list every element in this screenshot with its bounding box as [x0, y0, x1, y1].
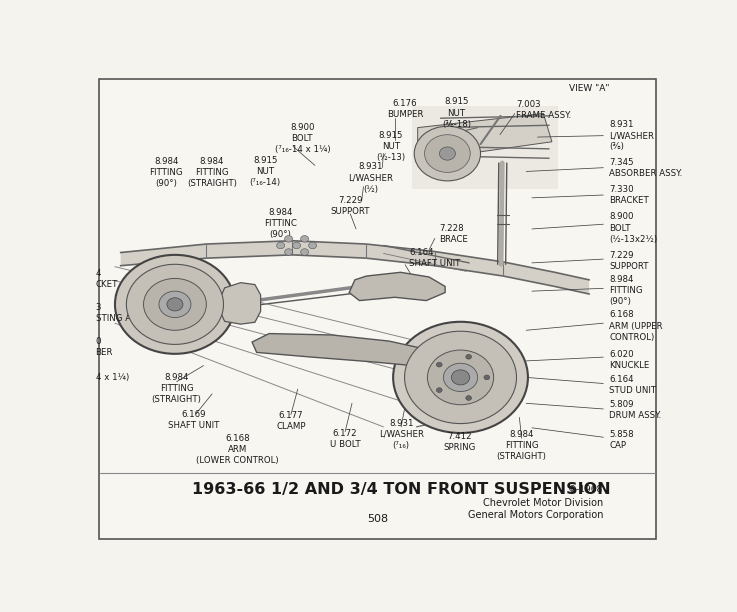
Text: 8.984
FITTINC
(90°): 8.984 FITTINC (90°) [264, 207, 297, 239]
Polygon shape [252, 334, 435, 367]
Circle shape [284, 236, 293, 242]
Text: 7.229
SUPPORT: 7.229 SUPPORT [609, 251, 649, 271]
Text: 7.228
BRACE: 7.228 BRACE [439, 223, 468, 244]
Circle shape [466, 354, 472, 359]
Text: 8.931
L/WASHER
(⁷₁₆): 8.931 L/WASHER (⁷₁₆) [379, 419, 424, 450]
Circle shape [436, 362, 442, 367]
Circle shape [414, 126, 481, 181]
Circle shape [451, 370, 469, 385]
Circle shape [167, 298, 183, 311]
Text: 0
BER: 0 BER [96, 337, 113, 357]
Circle shape [484, 375, 489, 379]
Polygon shape [121, 241, 589, 294]
Text: 8.915
NUT
(½-13): 8.915 NUT (½-13) [377, 131, 405, 162]
Circle shape [284, 248, 293, 255]
Circle shape [301, 248, 309, 255]
Circle shape [393, 322, 528, 433]
Text: 6.177
CLAMP: 6.177 CLAMP [276, 411, 306, 431]
Circle shape [427, 350, 494, 405]
Text: General Motors Corporation: General Motors Corporation [468, 510, 604, 520]
Text: 8.900
BOLT
(⁷₁₆-14 x 1¼): 8.900 BOLT (⁷₁₆-14 x 1¼) [274, 123, 330, 154]
Polygon shape [418, 113, 552, 160]
Text: 6.169
SHAFT UNIT: 6.169 SHAFT UNIT [168, 410, 220, 430]
Text: 7.229
SUPPORT: 7.229 SUPPORT [331, 196, 370, 217]
Text: 5.809
DRUM ASSY.: 5.809 DRUM ASSY. [609, 400, 661, 420]
Text: 6.176
BUMPER: 6.176 BUMPER [387, 99, 423, 119]
Circle shape [436, 388, 442, 392]
Text: 4
CKET: 4 CKET [96, 269, 118, 289]
Circle shape [309, 242, 317, 248]
Text: 7.003
FRAME ASSY.: 7.003 FRAME ASSY. [516, 100, 571, 120]
Text: 4 x 1¼): 4 x 1¼) [96, 373, 129, 382]
Circle shape [144, 278, 206, 330]
Circle shape [425, 135, 470, 173]
Text: 6.168
ARM
(LOWER CONTROL): 6.168 ARM (LOWER CONTROL) [197, 434, 279, 465]
Circle shape [115, 255, 235, 354]
Polygon shape [430, 342, 467, 412]
Text: Chevrolet Motor Division: Chevrolet Motor Division [483, 498, 604, 508]
Text: 8.915
NUT
(⅜-18): 8.915 NUT (⅜-18) [442, 97, 471, 129]
Text: 8.900
BOLT
(½-13x2½): 8.900 BOLT (½-13x2½) [609, 212, 657, 244]
Text: 6.164
STUD UNIT: 6.164 STUD UNIT [609, 375, 656, 395]
Text: 8.984
FITTING
(STRAIGHT): 8.984 FITTING (STRAIGHT) [152, 373, 202, 404]
Polygon shape [349, 272, 445, 300]
Circle shape [301, 236, 309, 242]
Text: 8.931
L/WASHER
(⅜): 8.931 L/WASHER (⅜) [609, 120, 654, 151]
Text: 5.858
CAP: 5.858 CAP [609, 430, 634, 450]
Circle shape [127, 264, 223, 345]
Text: 6.164
SHAFT UNIT: 6.164 SHAFT UNIT [409, 248, 461, 268]
Text: 8.984
FITTING
(90°): 8.984 FITTING (90°) [609, 275, 643, 306]
Text: 6.168
ARM (UPPER
CONTROL): 6.168 ARM (UPPER CONTROL) [609, 310, 663, 341]
Text: 8.984
FITTING
(90°): 8.984 FITTING (90°) [150, 157, 184, 188]
Text: VIEW "A": VIEW "A" [569, 84, 609, 93]
Text: ©-1968: ©-1968 [568, 485, 604, 493]
Text: 8.931
L/WASHER
(½): 8.931 L/WASHER (½) [348, 162, 393, 193]
Text: 8.915
NUT
(⁷₁₆-14): 8.915 NUT (⁷₁₆-14) [250, 156, 281, 187]
Text: 7.412
SPRING: 7.412 SPRING [443, 432, 475, 452]
Circle shape [466, 395, 472, 400]
Circle shape [293, 242, 301, 248]
Text: 1963-66 1/2 AND 3/4 TON FRONT SUSPENSION: 1963-66 1/2 AND 3/4 TON FRONT SUSPENSION [192, 482, 611, 496]
Polygon shape [221, 283, 261, 324]
Circle shape [405, 331, 517, 424]
Circle shape [444, 364, 478, 392]
Circle shape [159, 291, 191, 318]
Text: 3
STING ASSY.: 3 STING ASSY. [96, 303, 148, 323]
Bar [412, 106, 558, 189]
Text: 6.020
KNUCKLE: 6.020 KNUCKLE [609, 350, 649, 370]
Circle shape [276, 242, 284, 248]
Text: 8.984
FITTING
(STRAIGHT): 8.984 FITTING (STRAIGHT) [187, 157, 237, 188]
Text: 7.345
ABSORBER ASSY.: 7.345 ABSORBER ASSY. [609, 158, 682, 177]
Text: 508: 508 [367, 513, 388, 524]
Circle shape [439, 147, 455, 160]
Text: 7.330
BRACKET: 7.330 BRACKET [609, 185, 649, 205]
Text: 6.172
U BOLT: 6.172 U BOLT [330, 429, 360, 449]
Text: 8.984
FITTING
(STRAIGHT): 8.984 FITTING (STRAIGHT) [497, 430, 547, 461]
